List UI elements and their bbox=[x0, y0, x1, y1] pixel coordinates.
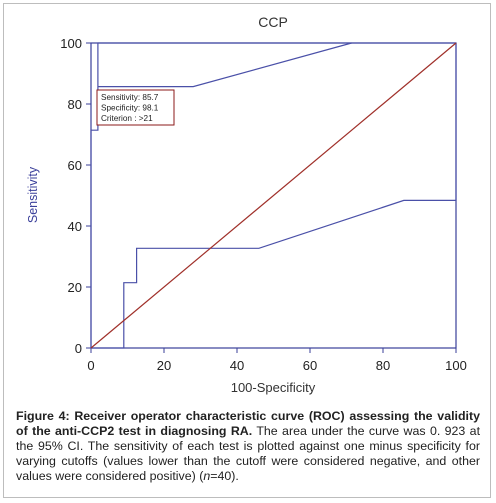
annotation-line-1: Sensitivity: 85.7 bbox=[101, 93, 159, 102]
figure-caption: Figure 4: Receiver operator characterist… bbox=[16, 409, 480, 484]
x-tick-label: 80 bbox=[376, 358, 390, 373]
chart-title: CCP bbox=[258, 14, 288, 30]
x-tick-label: 0 bbox=[87, 358, 94, 373]
y-tick-label: 80 bbox=[68, 97, 82, 112]
y-tick-label: 100 bbox=[60, 36, 82, 51]
caption-text-end: =40). bbox=[210, 469, 239, 483]
x-tick-label: 60 bbox=[303, 358, 317, 373]
figure-frame bbox=[3, 3, 491, 498]
caption-label: Figure 4: bbox=[16, 409, 70, 423]
annotation-line-2: Specificity: 98.1 bbox=[101, 104, 159, 113]
x-tick-label: 20 bbox=[157, 358, 171, 373]
caption-n-symbol: n bbox=[203, 469, 211, 483]
y-tick-label: 60 bbox=[68, 158, 82, 173]
roc-chart: CCP Sensitivity 100-Specificity 0 20 40 60 8… bbox=[26, 14, 467, 395]
x-axis-label: 100-Specificity bbox=[231, 380, 316, 395]
y-tick-label: 20 bbox=[68, 280, 82, 295]
y-tick-label: 40 bbox=[68, 219, 82, 234]
y-tick-label: 0 bbox=[75, 341, 82, 356]
caption-bold-text: Receiver operator characteristic curve (… bbox=[16, 409, 480, 438]
x-tick-label: 40 bbox=[230, 358, 244, 373]
x-tick-label: 100 bbox=[445, 358, 467, 373]
series-line-4 bbox=[90, 42, 457, 349]
series-line-1 bbox=[90, 42, 456, 348]
series-line-3 bbox=[97, 42, 352, 88]
annotation-line-3: Criterion : >21 bbox=[101, 114, 153, 123]
series-line-2 bbox=[91, 43, 457, 349]
caption-text: The area under the curve was 0. 923 at t… bbox=[16, 424, 481, 483]
annotation-box bbox=[96, 89, 175, 126]
y-axis-label: Sensitivity bbox=[26, 166, 40, 223]
